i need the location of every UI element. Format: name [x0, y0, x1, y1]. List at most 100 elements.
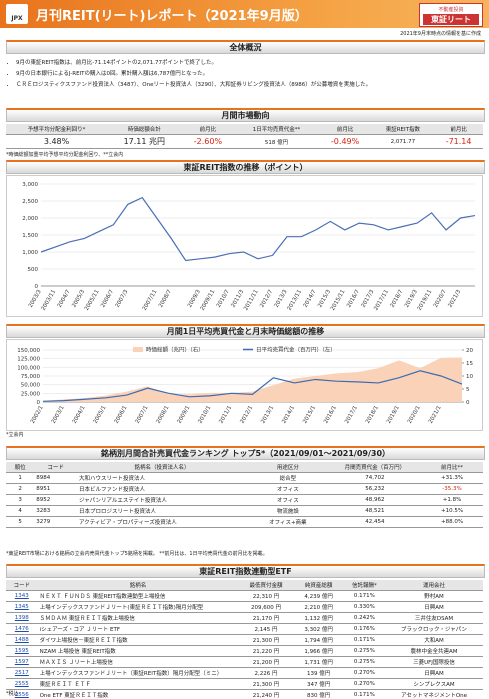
section-title: 全体概況 [6, 40, 485, 54]
header-cell: 用途区分 [246, 462, 329, 473]
table-cell: 日興AM [385, 601, 483, 613]
x-tick-label: 2021/1 [428, 405, 443, 425]
table-cell: 三菱UFJ国際投信 [385, 656, 483, 668]
table-cell: 2,210 億円 [293, 601, 344, 613]
table-row: 5 3279 アクティビア・プロパティーズ投資法人 オフィス+商業 42,454 +88.… [6, 516, 483, 528]
chart: 0 500 1,000 1,500 2,000 2,500 3,000 2003/32003/… [6, 175, 483, 317]
x-tick-label: 2003/11 [41, 289, 58, 312]
etf-link[interactable]: 2517 [14, 670, 29, 676]
data-area [43, 357, 462, 402]
x-tick-label: 2015/3 [317, 289, 332, 309]
y-tick-label: 50,000 [21, 383, 41, 389]
table-cell: 大和AM [385, 634, 483, 646]
x-tick-label: 2009/11 [200, 289, 217, 312]
x-tick-label: 2017/1 [344, 405, 359, 425]
bullet: 9月の東証REIT指数は、前月比-71.14ポイントの2,071.77ポイントで… [16, 58, 486, 66]
table-cell: 0.176% [343, 623, 385, 635]
table-row: 3 8952 ジャパンリアルエステイト投資法人 オフィス 48,962 +1.8% [6, 494, 483, 506]
table-cell: オフィス [246, 483, 329, 495]
etf-link[interactable]: 1488 [14, 637, 29, 643]
y2-tick-label: 10 [466, 374, 473, 380]
value-row: 3.48% 17.11 兆円 -2.60% 518 億円 -0.49% 2,071.77-… [6, 134, 483, 149]
data-line [40, 196, 476, 262]
table-cell: ブラックロック・ジャパン [385, 623, 483, 635]
table-cell: ＭＡＸＩＳ Ｊリート上場投信 [37, 656, 239, 668]
x-tick-label: 2003/1 [51, 405, 66, 425]
table-cell: One ETF 東証ＲＥＩＴ指数 [37, 689, 239, 699]
table-cell: 東証ＲＥＩＴ ＥＴＦ [37, 678, 239, 690]
x-tick-label: 2016/7 [346, 289, 361, 309]
table: 予想平均分配金利回り* 時価総額合計 前月比 1日平均売買代金** 前月比 東証REIT指… [6, 124, 483, 149]
x-tick-label: 2005/11 [84, 289, 101, 312]
table-cell: 三井住友DSAM [385, 612, 483, 624]
value-cell: 518 億円 [234, 134, 319, 149]
etf-link[interactable]: 1597 [14, 659, 29, 665]
table-cell: 21,170 円 [238, 612, 294, 624]
table-cell: 農林中金全共連AM [385, 645, 483, 657]
header-cell: コード [34, 462, 77, 473]
table-cell: アクティビア・プロパティーズ投資法人 [76, 516, 247, 528]
table-cell: オフィス+商業 [246, 516, 329, 528]
x-tick-label: 2020/1 [407, 405, 422, 425]
y-tick-label: 0 [35, 284, 39, 290]
x-tick-label: 2018/1 [365, 405, 380, 425]
x-tick-label: 2006/1 [114, 405, 129, 425]
header-cell: 銘柄名 [37, 580, 239, 591]
table-row: 1343 ＮＥＸＴ ＦＵＮＤＳ 東証REIT指数連動型上場投信 22,310 円 4,… [6, 590, 483, 602]
x-tick-label: 2004/7 [57, 289, 72, 309]
header-row: 順位 コード 銘柄名（投資法人名） 用途区分 月間売買代金（百万円） 前月比** [6, 462, 483, 473]
table-cell: 2556 [6, 689, 38, 699]
table-cell: 0.270% [343, 678, 385, 690]
bullet-list: 9月の東証REIT指数は、前月比-71.14ポイントの2,071.77ポイントで… [6, 55, 486, 91]
y-tick-label: 1,000 [22, 250, 38, 256]
table-cell: +1.8% [421, 494, 483, 506]
table-cell: 8952 [34, 494, 77, 506]
table-row: 4 3283 日本プロロジスリート投資法人 物流施設 48,521 +10.5% [6, 505, 483, 517]
x-tick-label: 2014/1 [281, 405, 296, 425]
table-cell: 5 [6, 516, 35, 528]
x-tick-label: 2012/1 [239, 405, 254, 425]
table-cell: 209,600 円 [238, 601, 294, 613]
table-cell: シンプレクスAM [385, 678, 483, 690]
table: コード 銘柄名 最低買付金額 純資産総額 信託報酬* 運用会社 1343 ＮＥＸＴ ＦＵＮＤＳ… [6, 580, 483, 699]
etf-link[interactable]: 2555 [14, 681, 29, 687]
etf-link[interactable]: 1345 [14, 604, 29, 610]
y2-tick-label: 20 [466, 348, 473, 354]
table-cell: 0.171% [343, 634, 385, 646]
table-cell: 830 億円 [293, 689, 344, 699]
table-cell: ＮＥＸＴ ＦＵＮＤＳ 東証REIT指数連動型上場投信 [37, 590, 239, 602]
table-cell: ダイワ上場投信－東証ＲＥＩＴ指数 [37, 634, 239, 646]
table-cell: 8951 [34, 483, 77, 495]
value-cell: -2.60% [181, 134, 235, 149]
etf-link[interactable]: 2556 [14, 692, 29, 698]
legend-label: 日平均売買代金（百万円）（左） [256, 346, 336, 354]
section-title: 東証REIT指数連動型ETF [6, 564, 485, 578]
y2-tick-label: 0 [466, 400, 470, 406]
table-cell: 21,240 円 [238, 689, 294, 699]
table-cell: 日興AM [385, 667, 483, 679]
header-cell: 銘柄名（投資法人名） [76, 462, 247, 473]
x-tick-label: 2016/1 [323, 405, 338, 425]
table-cell: 347 億円 [293, 678, 344, 690]
x-tick-label: 2009/1 [177, 405, 192, 425]
table-cell: ＳＭＤＡＭ 東証ＲＥＩＴ指数上場投信 [37, 612, 239, 624]
table-cell: +10.5% [421, 505, 483, 517]
etf-link[interactable]: 1476 [14, 626, 29, 632]
table: 順位 コード 銘柄名（投資法人名） 用途区分 月間売買代金（百万円） 前月比** 1 8984… [6, 462, 483, 528]
market-table: 予想平均分配金利回り* 時価総額合計 前月比 1日平均売買代金** 前月比 東証REIT指… [6, 124, 483, 149]
brand-top: 不動産投資 [438, 7, 464, 13]
table-note: *東証REIT市場における銘柄の立会内売買代金トップ5銘柄を掲載。 **前月比は… [6, 551, 268, 557]
header-cell: 月間売買代金（百万円） [328, 462, 422, 473]
table-cell: 野村AM [385, 590, 483, 602]
table-cell: 0.275% [343, 656, 385, 668]
header-bar [0, 0, 489, 28]
etf-link[interactable]: 1398 [14, 615, 29, 621]
table-cell: 48,521 [328, 505, 422, 517]
etf-link[interactable]: 1595 [14, 648, 29, 654]
etf-table: コード 銘柄名 最低買付金額 純資産総額 信託報酬* 運用会社 1343 ＮＥＸＴ ＦＵＮＤＳ… [6, 580, 483, 699]
value-cell: 2,071.77 [371, 134, 435, 149]
table-cell: 物流施設 [246, 505, 329, 517]
table-cell: 0.171% [343, 590, 385, 602]
etf-link[interactable]: 1343 [14, 593, 29, 599]
x-tick-label: 2005/3 [71, 289, 86, 309]
